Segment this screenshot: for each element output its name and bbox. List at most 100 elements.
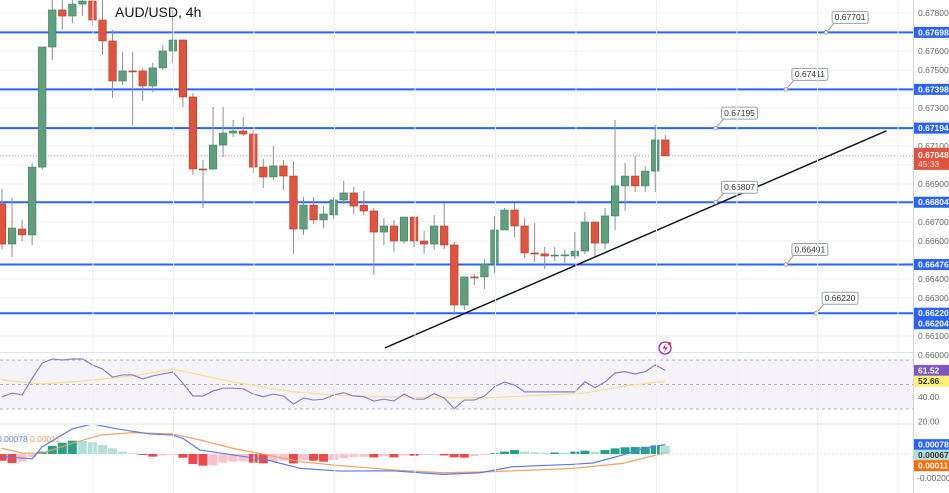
candle xyxy=(309,196,318,225)
macd-histogram-bar xyxy=(319,454,329,462)
candle xyxy=(38,46,47,170)
candle-body xyxy=(450,244,459,306)
candle xyxy=(28,162,37,245)
candle xyxy=(620,162,630,211)
candle-body xyxy=(520,225,529,254)
candle xyxy=(460,276,469,310)
macd-histogram-bar xyxy=(299,454,308,461)
candle-body xyxy=(148,67,157,87)
candle xyxy=(329,196,338,219)
candle-body xyxy=(108,40,117,82)
level-axis-label-bg xyxy=(914,259,949,271)
macd-histogram-bar xyxy=(369,454,379,458)
macd-histogram-bar xyxy=(138,454,148,455)
candle xyxy=(550,247,559,261)
callout-box xyxy=(791,243,829,257)
candle-body xyxy=(560,254,569,257)
candle-body xyxy=(168,39,177,52)
macd-histogram-bar xyxy=(469,454,479,457)
macd-line xyxy=(1,425,666,476)
candle-body xyxy=(219,132,228,146)
candle-body xyxy=(359,204,368,212)
macd-histogram-bar xyxy=(168,454,178,455)
macd-histogram-bar xyxy=(540,452,550,454)
macd-legend-signal: 0.00011 xyxy=(30,434,60,444)
level-axis-label: 0.67698 xyxy=(918,27,949,37)
macd-histogram-bar xyxy=(580,450,590,454)
candle-body xyxy=(48,9,57,48)
candle xyxy=(0,188,7,249)
macd-histogram-bar xyxy=(128,453,138,454)
candle xyxy=(148,62,157,93)
macd-histogram-bar xyxy=(479,454,489,455)
rsi-value-label: 61.52 xyxy=(918,365,940,375)
macd-histogram-bar xyxy=(560,452,570,454)
candle-body xyxy=(409,216,419,242)
callout-anchor xyxy=(783,87,789,92)
candle xyxy=(48,0,57,60)
price-tick-label: 0.67500 xyxy=(918,65,949,75)
candle-body xyxy=(470,276,479,279)
candle-body xyxy=(389,225,399,242)
candle xyxy=(138,67,147,101)
macd-histogram-bar xyxy=(500,451,509,454)
callout-box xyxy=(791,67,829,81)
candle xyxy=(399,216,409,245)
candle xyxy=(339,180,348,204)
macd-histogram-bar xyxy=(67,440,77,454)
candle-body xyxy=(68,3,77,17)
price-callout: 0.67195 xyxy=(713,106,759,131)
price-tick-label: 0.66300 xyxy=(918,293,949,303)
candle xyxy=(259,158,268,188)
macd-histogram-bar xyxy=(148,454,158,457)
signal-value-label-bg xyxy=(914,460,949,472)
candle-body xyxy=(309,204,318,221)
candle-body xyxy=(379,225,389,233)
rsi-line xyxy=(1,358,666,410)
macd-histogram-bar xyxy=(288,454,298,464)
macd-tick-label: -0.00200 xyxy=(917,473,949,483)
price-tick-label: 0.66600 xyxy=(918,236,949,246)
macd-histogram-bar xyxy=(57,442,67,454)
macd-histogram-bar xyxy=(339,454,349,459)
candle-body xyxy=(460,276,469,306)
candle-body xyxy=(610,185,620,217)
macd-histogram-bar xyxy=(379,454,389,457)
candle xyxy=(108,29,117,98)
candle-body xyxy=(118,70,127,82)
candle xyxy=(440,203,449,249)
level-axis-label-bg xyxy=(914,26,949,38)
callout-anchor xyxy=(783,262,789,267)
candle xyxy=(480,259,489,290)
candle-body xyxy=(550,254,559,257)
rsi-tick-label: 40.00 xyxy=(918,392,940,402)
macd-value-label: 0.00078 xyxy=(918,440,949,450)
candle xyxy=(430,214,439,250)
macd-histogram-bar xyxy=(459,454,469,458)
candle xyxy=(58,0,67,30)
price-tick-label: 0.66000 xyxy=(918,350,949,360)
level-axis-label: 0.66476 xyxy=(918,260,949,270)
candle xyxy=(269,146,278,181)
candle-body xyxy=(178,39,188,98)
callout-label: 0.67411 xyxy=(795,69,825,79)
candle-body xyxy=(329,199,338,216)
macd-histogram-bar xyxy=(238,454,248,462)
candle-body xyxy=(620,175,630,187)
alert-icon-bolt xyxy=(662,343,668,353)
price-callout: 0.66220 xyxy=(813,291,859,316)
candle xyxy=(450,241,459,315)
candle-body xyxy=(600,215,610,244)
candle xyxy=(118,51,127,86)
callout-anchor xyxy=(823,30,829,35)
candle xyxy=(98,0,107,55)
callout-anchor xyxy=(713,199,718,205)
candle xyxy=(560,249,569,264)
candle-body xyxy=(480,263,489,278)
candle xyxy=(249,130,258,173)
candle xyxy=(279,160,288,191)
macd-histogram-bar xyxy=(439,454,449,456)
candle xyxy=(580,211,589,254)
candle-body xyxy=(279,165,288,177)
